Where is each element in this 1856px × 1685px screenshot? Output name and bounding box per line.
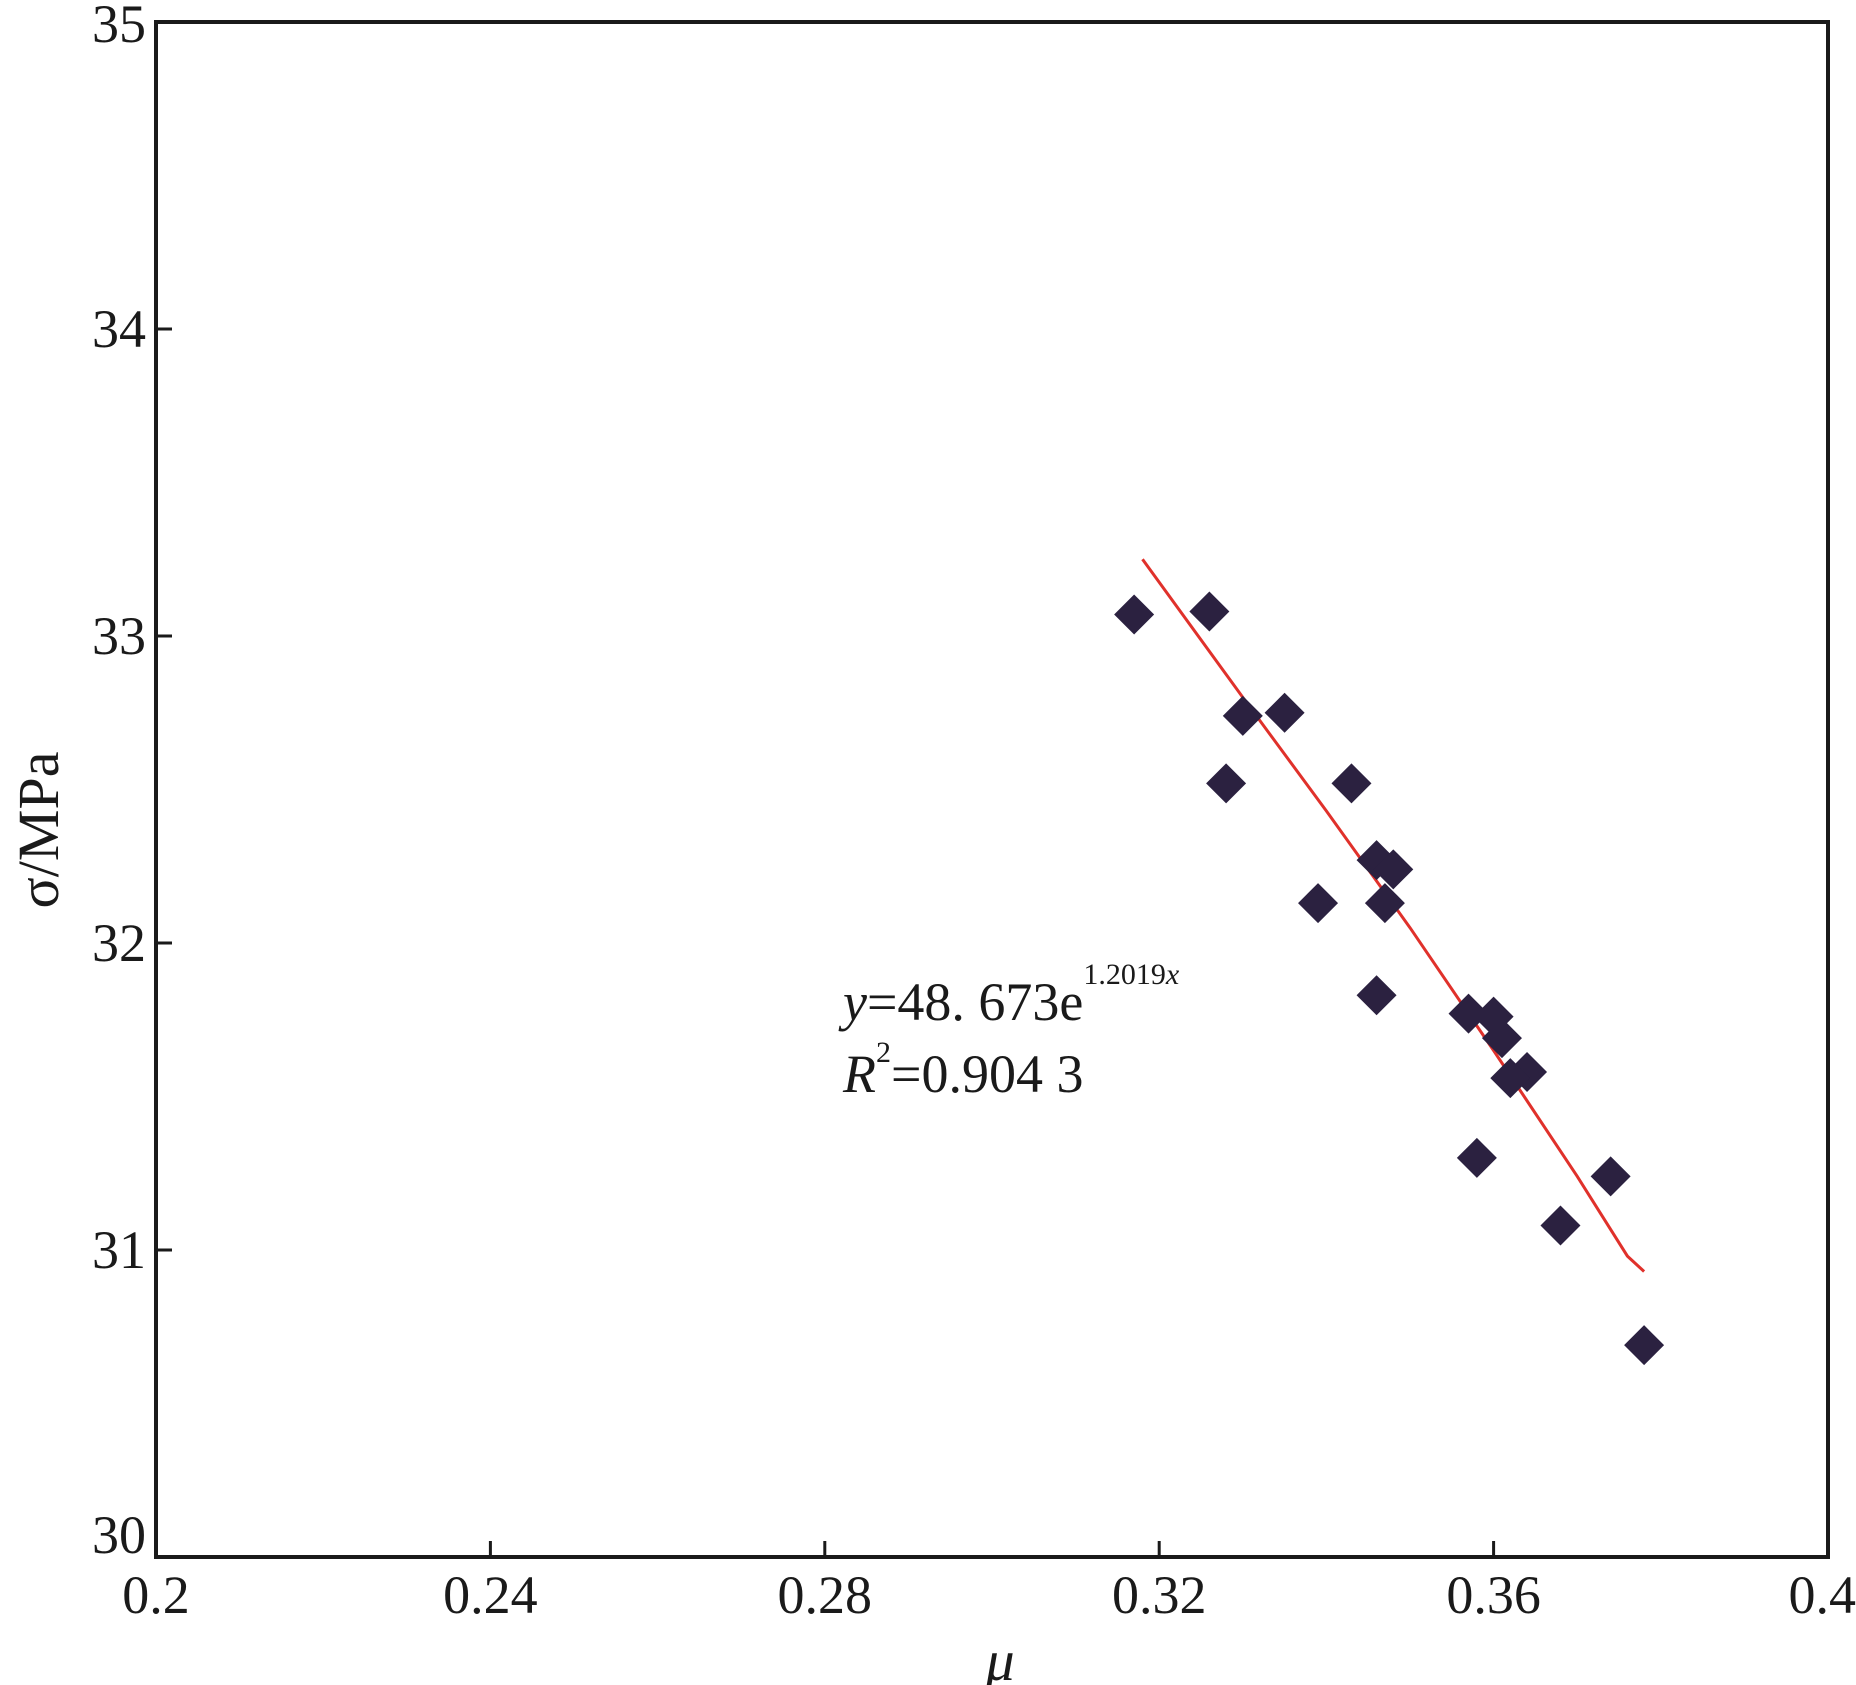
data-point: [1222, 695, 1263, 736]
data-point: [1448, 993, 1489, 1034]
data-point: [1373, 849, 1414, 890]
data-point: [1490, 1058, 1531, 1099]
eq-body: =48. 673e: [867, 972, 1083, 1032]
r2-value: =0.904 3: [891, 1044, 1083, 1104]
y-axis-ticks: 30 31 32 33 34 35: [92, 0, 172, 1565]
y-tick-label: 31: [92, 1220, 146, 1280]
eq-exponent-x: x: [1165, 958, 1180, 991]
x-tick-label: 0.32: [1112, 1565, 1207, 1625]
data-point: [1189, 591, 1230, 632]
y-tick-label: 33: [92, 606, 146, 666]
data-point: [1114, 594, 1155, 635]
y-tick-label: 35: [92, 0, 146, 54]
plot-frame: [154, 20, 1830, 1559]
r2-sup: 2: [876, 1036, 891, 1069]
data-point: [1356, 975, 1397, 1016]
data-point: [1624, 1325, 1665, 1366]
x-tick-label: 0.4: [1789, 1565, 1856, 1625]
fit-equation: y=48. 673e1.2019x: [838, 958, 1180, 1032]
x-tick-label: 0.2: [122, 1565, 190, 1625]
data-point: [1364, 883, 1405, 924]
data-point: [1298, 883, 1339, 924]
data-points: [1114, 591, 1665, 1366]
x-tick-label: 0.24: [443, 1565, 538, 1625]
y-tick-label: 30: [92, 1505, 146, 1565]
x-tick-label: 0.28: [778, 1565, 873, 1625]
eq-exponent: 1.2019: [1083, 958, 1166, 991]
fit-r-squared: R2=0.904 3: [842, 1036, 1083, 1104]
y-tick-label: 34: [92, 299, 146, 359]
r2-r: R: [842, 1044, 876, 1104]
data-point: [1456, 1137, 1497, 1178]
data-point: [1264, 692, 1305, 733]
data-point: [1481, 1018, 1522, 1059]
data-point: [1590, 1156, 1631, 1197]
y-axis-label: σ/MPa: [6, 752, 71, 909]
x-axis-ticks: 0.2 0.24 0.28 0.32 0.36 0.4: [122, 1541, 1856, 1625]
data-point: [1206, 763, 1247, 804]
x-tick-label: 0.36: [1446, 1565, 1541, 1625]
y-tick-label: 32: [92, 913, 146, 973]
data-point: [1331, 763, 1372, 804]
eq-y: y: [838, 972, 867, 1032]
x-axis-label: μ: [984, 1628, 1014, 1685]
data-point: [1540, 1205, 1581, 1246]
fit-line: [1141, 558, 1646, 1273]
data-point: [1473, 996, 1514, 1037]
